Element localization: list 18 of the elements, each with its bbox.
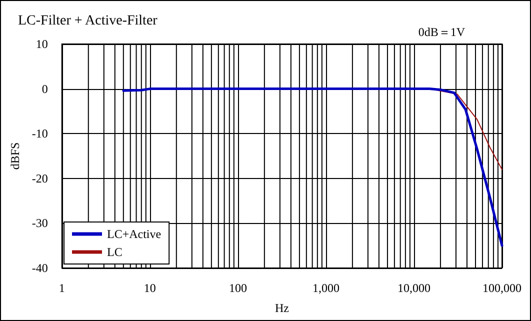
x-tick-label: 1	[58, 281, 65, 295]
x-tick-label: 10	[144, 281, 156, 295]
x-tick-label: 10,000	[397, 281, 430, 295]
y-tick-label: -10	[32, 126, 48, 141]
x-tick-label: 1,000	[312, 281, 340, 295]
text: 0dB＝1V	[418, 25, 466, 39]
y-tick-label: -40	[32, 261, 48, 275]
legend-label: LC+Active	[107, 227, 162, 241]
x-axis-title: Hz	[274, 301, 289, 315]
y-axis-title: dBFS	[8, 142, 22, 170]
x-tick-label: 100	[228, 281, 247, 295]
x-tick-label: 100,000	[482, 281, 522, 295]
legend-label: LC	[107, 245, 122, 259]
y-tick-label: 0	[42, 82, 48, 96]
chart-title: LC-Filter + Active-Filter	[18, 14, 158, 28]
y-tick-label: 10	[36, 37, 48, 51]
y-tick-label: -30	[32, 216, 48, 230]
y-tick-label: -20	[32, 171, 48, 186]
